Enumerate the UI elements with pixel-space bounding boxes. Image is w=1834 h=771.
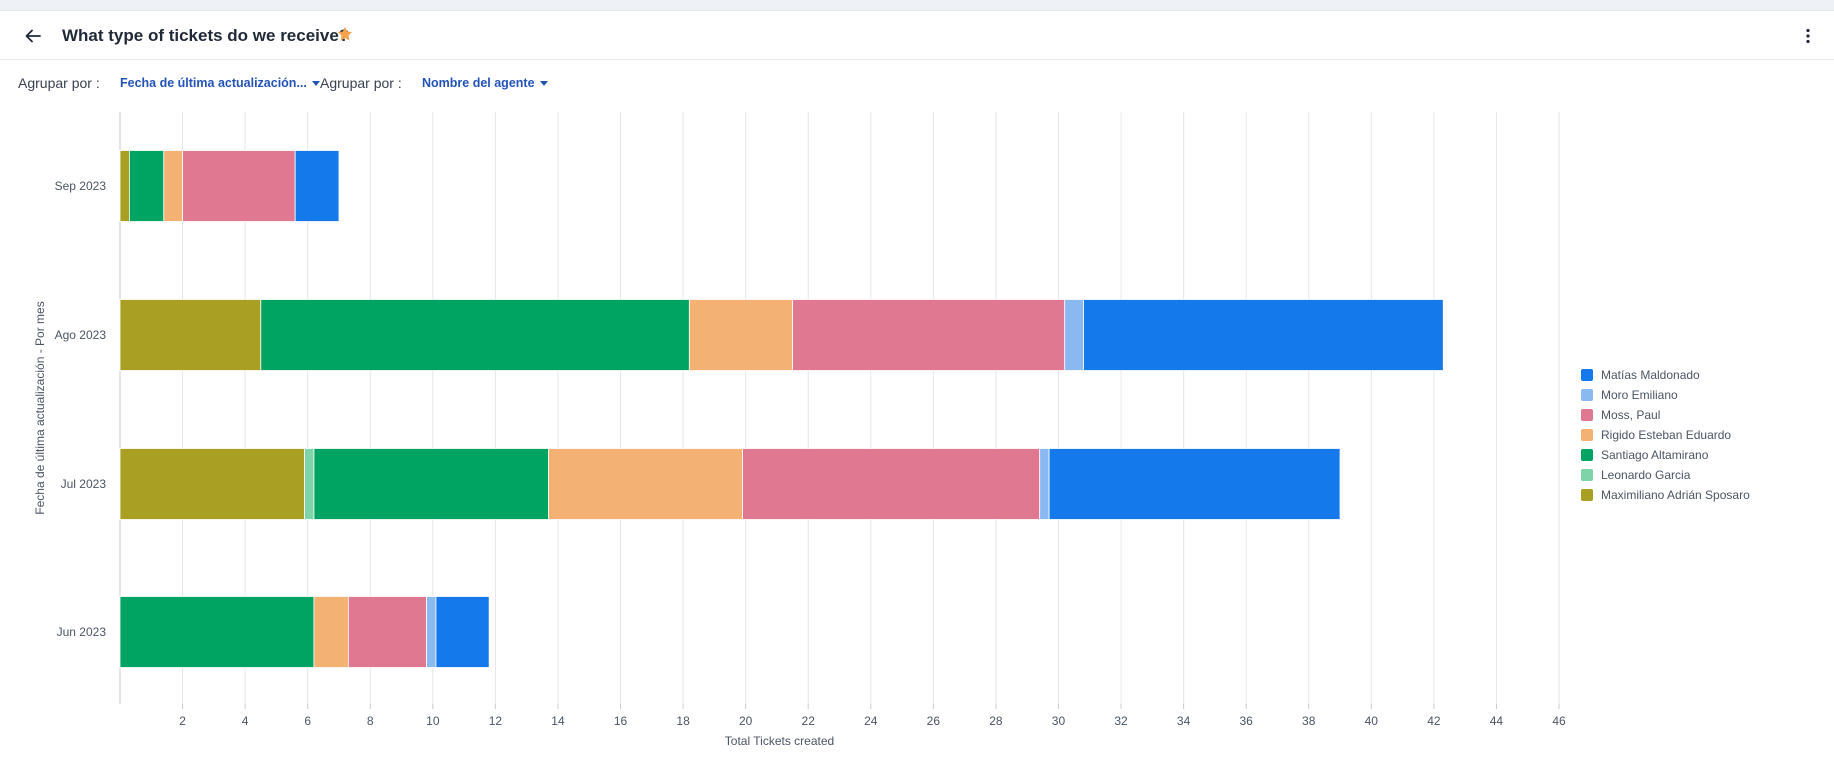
page-title: What type of tickets do we receive? (62, 26, 350, 45)
x-tick-label: 34 (1177, 714, 1191, 728)
x-tick-label: 8 (367, 714, 374, 728)
chart-legend: Matías Maldonado Moro Emiliano Moss, Paul R… (1581, 365, 1821, 505)
legend-label: Santiago Altamirano (1601, 448, 1709, 462)
x-tick-label: 18 (676, 714, 690, 728)
x-tick-label: 16 (614, 714, 628, 728)
report-header: What type of tickets do we receive? (0, 11, 1834, 60)
group-by-date-value: Fecha de última actualización... (120, 76, 307, 90)
legend-item[interactable]: Moss, Paul (1581, 405, 1821, 425)
more-options-button[interactable] (1796, 23, 1820, 49)
vertical-dots-icon (1806, 28, 1810, 44)
legend-label: Leonardo Garcia (1601, 468, 1691, 482)
bar-segment[interactable] (119, 448, 305, 520)
y-tick-label: Jun 2023 (57, 625, 107, 639)
x-tick-label: 26 (927, 714, 941, 728)
x-tick-label: 28 (989, 714, 1003, 728)
legend-swatch (1581, 469, 1593, 481)
group-by-agent-select[interactable]: Nombre del agente (422, 76, 548, 90)
x-tick-label: 10 (426, 714, 440, 728)
bar-segment[interactable] (742, 448, 1041, 520)
legend-item[interactable]: Matías Maldonado (1581, 365, 1821, 385)
x-tick-label: 14 (551, 714, 565, 728)
bar-segment[interactable] (792, 299, 1066, 371)
x-tick-label: 46 (1552, 714, 1566, 728)
bar-segment[interactable] (313, 596, 349, 668)
bar-segment[interactable] (260, 299, 690, 371)
legend-label: Rigido Esteban Eduardo (1601, 428, 1732, 442)
bar-segment[interactable] (1083, 299, 1444, 371)
x-tick-label: 12 (489, 714, 503, 728)
legend-swatch (1581, 429, 1593, 441)
bar-segment[interactable] (128, 150, 165, 222)
bar-segment[interactable] (294, 150, 340, 222)
x-tick-label: 20 (739, 714, 753, 728)
bar-segment[interactable] (1064, 299, 1084, 371)
x-tick-label: 30 (1052, 714, 1066, 728)
bar-segment[interactable] (119, 299, 262, 371)
x-tick-label: 40 (1365, 714, 1379, 728)
legend-swatch (1581, 409, 1593, 421)
bar-segment[interactable] (304, 448, 315, 520)
bar-segment[interactable] (119, 150, 130, 222)
legend-item[interactable]: Maximiliano Adrián Sposaro (1581, 485, 1821, 505)
caret-down-icon (311, 80, 320, 86)
x-tick-label: 42 (1427, 714, 1441, 728)
x-tick-label: 38 (1302, 714, 1316, 728)
legend-item[interactable]: Leonardo Garcia (1581, 465, 1821, 485)
legend-swatch (1581, 489, 1593, 501)
bar-segment[interactable] (119, 596, 315, 668)
bar-segment[interactable] (548, 448, 743, 520)
group-by-toolbar: Agrupar por : Fecha de última actualizac… (0, 71, 900, 99)
x-tick-label: 4 (242, 714, 249, 728)
legend-item[interactable]: Santiago Altamirano (1581, 445, 1821, 465)
legend-item[interactable]: Moro Emiliano (1581, 385, 1821, 405)
star-icon (337, 26, 353, 41)
legend-label: Moro Emiliano (1601, 388, 1678, 402)
group-by-label-1: Agrupar por : (18, 75, 100, 91)
legend-label: Moss, Paul (1601, 408, 1661, 422)
x-tick-label: 36 (1239, 714, 1253, 728)
legend-label: Matías Maldonado (1601, 368, 1700, 382)
y-tick-label: Ago 2023 (55, 328, 107, 342)
bar-segment[interactable] (1048, 448, 1341, 520)
group-by-date-select[interactable]: Fecha de última actualización... (120, 76, 320, 90)
legend-item[interactable]: Rigido Esteban Eduardo (1581, 425, 1821, 445)
x-axis-title: Total Tickets created (725, 734, 834, 748)
legend-swatch (1581, 369, 1593, 381)
legend-swatch (1581, 449, 1593, 461)
favorite-button[interactable] (336, 25, 356, 45)
bar-segment[interactable] (435, 596, 490, 668)
group-by-agent-value: Nombre del agente (422, 76, 535, 90)
legend-label: Maximiliano Adrián Sposaro (1601, 488, 1750, 502)
bar-segment[interactable] (1039, 448, 1050, 520)
x-tick-label: 6 (304, 714, 311, 728)
bar-segment[interactable] (688, 299, 793, 371)
x-tick-label: 44 (1490, 714, 1504, 728)
group-by-label-2: Agrupar por : (320, 75, 402, 91)
bar-segment[interactable] (347, 596, 427, 668)
y-axis-title: Fecha de última actualización - Por mes (33, 301, 47, 514)
bar-segment[interactable] (182, 150, 296, 222)
caret-down-icon (539, 80, 548, 86)
back-button[interactable] (20, 23, 46, 49)
x-tick-label: 32 (1114, 714, 1128, 728)
x-tick-label: 2 (179, 714, 186, 728)
y-tick-label: Jul 2023 (61, 477, 107, 491)
y-tick-label: Sep 2023 (55, 179, 107, 193)
arrow-left-icon (25, 29, 41, 43)
bar-segment[interactable] (426, 596, 437, 668)
legend-swatch (1581, 389, 1593, 401)
bar-segment[interactable] (163, 150, 183, 222)
x-tick-label: 22 (802, 714, 816, 728)
x-tick-label: 24 (864, 714, 878, 728)
bar-segment[interactable] (313, 448, 549, 520)
